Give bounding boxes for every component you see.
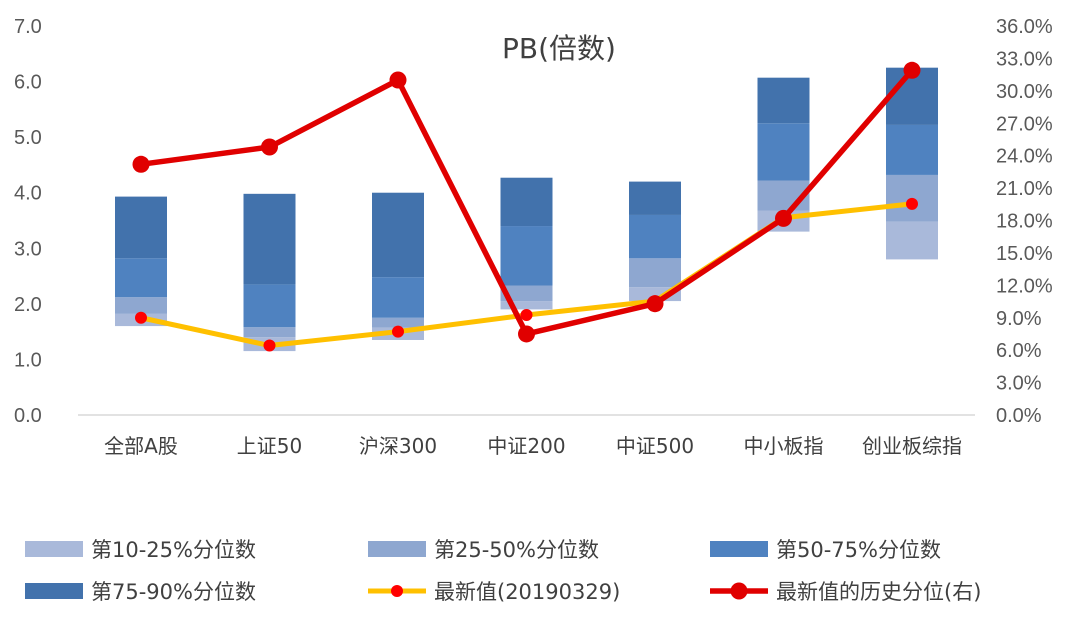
percentile-point — [903, 61, 921, 79]
percentile-point — [261, 138, 278, 156]
right-tick-label: 27.0% — [996, 113, 1053, 135]
bar-segment-3 — [500, 226, 553, 286]
percentile-point — [132, 155, 150, 173]
legend-marker — [730, 582, 748, 600]
left-tick-label: 4.0 — [14, 183, 42, 205]
bar-segment-4 — [629, 181, 681, 215]
left-tick-label: 3.0 — [14, 238, 42, 260]
category-label: 沪深300 — [359, 434, 437, 458]
right-tick-label: 9.0% — [996, 308, 1042, 330]
percentile-point — [389, 71, 407, 89]
bar-segment-3 — [115, 258, 167, 298]
bar-segment-2 — [500, 285, 553, 302]
right-tick-label: 33.0% — [996, 48, 1053, 70]
category-label: 创业板综指 — [862, 434, 962, 458]
percentile-point — [646, 295, 664, 313]
latest-value-point — [263, 339, 276, 352]
bar-segment-4 — [372, 192, 424, 278]
bar-segment-2 — [243, 327, 296, 338]
right-tick-label: 3.0% — [996, 373, 1042, 395]
percentile-bars — [115, 67, 938, 352]
legend-label: 第25-50%分位数 — [434, 538, 599, 562]
latest-value-point — [135, 311, 147, 324]
legend-swatch — [25, 583, 83, 599]
legend-marker — [391, 585, 403, 597]
right-axis-ticks: 0.0% 3.0% 6.0% 9.0% 12.0% 15.0% 18.0% 21.0% 24.0… — [996, 16, 1053, 427]
legend-label: 最新值的历史分位(右) — [776, 580, 981, 604]
left-tick-label: 0.0 — [14, 405, 42, 427]
chart-title: PB(倍数) — [502, 32, 616, 65]
left-tick-label: 2.0 — [14, 294, 42, 316]
category-label: 中证500 — [616, 434, 694, 458]
category-label: 中证200 — [487, 434, 565, 458]
right-tick-label: 15.0% — [996, 243, 1053, 265]
legend-swatch — [368, 541, 426, 557]
right-tick-label: 36.0% — [996, 16, 1053, 38]
bar-segment-3 — [757, 123, 810, 181]
legend-swatch — [25, 541, 83, 557]
left-tick-label: 6.0 — [14, 72, 42, 94]
left-tick-label: 5.0 — [14, 127, 42, 149]
legend-swatch — [710, 541, 768, 557]
left-tick-label: 1.0 — [14, 349, 42, 371]
bar-segment-1 — [500, 301, 553, 310]
bar-segment-4 — [757, 77, 810, 124]
bar-segment-3 — [886, 124, 938, 175]
bar-segment-4 — [243, 193, 296, 285]
right-tick-label: 21.0% — [996, 178, 1053, 200]
right-tick-label: 0.0% — [996, 405, 1042, 427]
percentile-point — [775, 209, 792, 227]
percentile-point — [518, 325, 535, 343]
latest-value-point — [520, 308, 533, 321]
category-labels: 全部A股 上证50 沪深300 中证200 中证500 中小板指 创业板综指 — [104, 434, 962, 458]
category-label: 上证50 — [237, 434, 302, 458]
right-tick-label: 30.0% — [996, 81, 1053, 103]
category-label: 全部A股 — [104, 434, 178, 458]
bar-segment-3 — [372, 277, 424, 318]
right-tick-label: 18.0% — [996, 211, 1053, 233]
bar-segment-4 — [115, 196, 167, 259]
bar-segment-2 — [115, 297, 167, 314]
latest-value-point — [392, 325, 404, 338]
legend: 第10-25%分位数 第25-50%分位数 第50-75%分位数第75-90%分位数… — [25, 538, 981, 604]
bar-segment-2 — [629, 258, 681, 288]
right-tick-label: 24.0% — [996, 146, 1053, 168]
bar-segment-4 — [500, 177, 553, 227]
legend-label: 第50-75%分位数 — [776, 538, 941, 562]
left-tick-label: 7.0 — [14, 16, 42, 38]
bar-segment-1 — [886, 221, 938, 260]
bar-segment-3 — [243, 284, 296, 328]
left-axis-ticks: 0.0 1.0 2.0 3.0 4.0 5.0 6.0 7.0 — [14, 16, 42, 427]
bar-segment-3 — [629, 214, 681, 259]
bar-segment-2 — [372, 317, 424, 328]
legend-label: 第75-90%分位数 — [91, 580, 256, 604]
legend-label: 第10-25%分位数 — [91, 538, 256, 562]
right-tick-label: 12.0% — [996, 275, 1053, 297]
category-label: 中小板指 — [744, 434, 824, 458]
historical-percentile-line — [132, 61, 921, 343]
right-tick-label: 6.0% — [996, 340, 1042, 362]
legend-label: 最新值(20190329) — [434, 580, 620, 604]
latest-value-point — [906, 197, 918, 210]
